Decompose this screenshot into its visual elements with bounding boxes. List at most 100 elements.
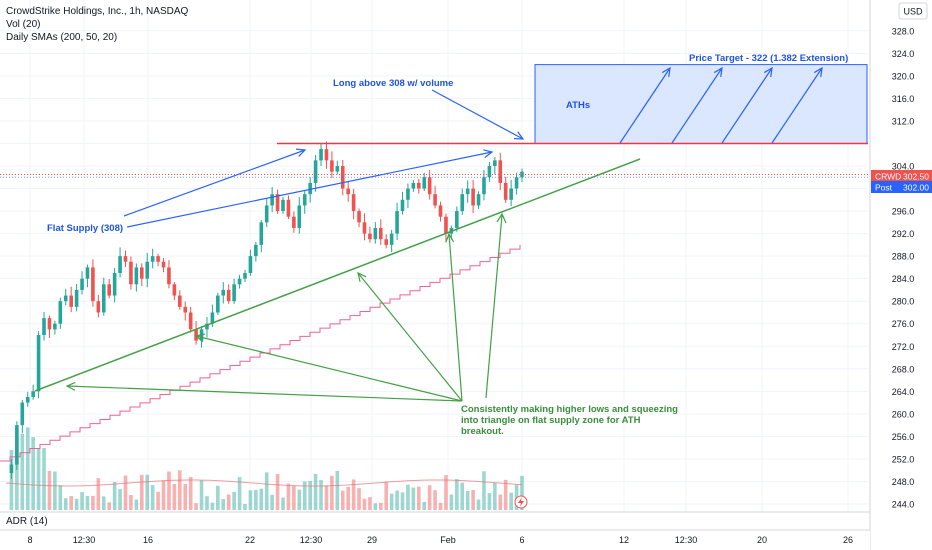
candle-body — [85, 267, 90, 279]
price-tick-label: 292.0 — [892, 229, 915, 239]
candle-body — [351, 194, 356, 212]
adr-indicator-label[interactable]: ADR (14) — [6, 516, 48, 527]
target-zone-box — [534, 64, 868, 144]
candle-body — [417, 182, 421, 189]
price-tick-label: 248.0 — [892, 477, 915, 487]
higher-low-arrow — [485, 214, 503, 399]
higher-low-arrow-head — [445, 232, 455, 243]
volume-bar — [417, 486, 421, 510]
candle-body — [36, 335, 41, 392]
time-tick-label: 8 — [27, 535, 32, 545]
lightning-icon-glyph — [518, 497, 524, 507]
target-arrow-head — [813, 66, 823, 77]
volume-bar — [308, 480, 312, 510]
candle-body — [194, 329, 198, 341]
higher-low-arrow — [448, 233, 463, 402]
time-tick-label: 29 — [367, 535, 377, 545]
volume-indicator-label[interactable]: Vol (20) — [6, 19, 41, 30]
volume-bar — [346, 486, 350, 510]
candle-body — [281, 199, 285, 212]
time-tick-label: 12:30 — [73, 535, 96, 545]
candle-body — [476, 194, 481, 206]
aths-label: ATHs — [566, 100, 590, 111]
volume-bar — [25, 427, 30, 510]
candle-body — [248, 256, 253, 274]
candle-body — [178, 295, 182, 307]
candle-body — [161, 261, 166, 268]
candle-body — [20, 402, 25, 426]
target-arrow — [671, 67, 723, 144]
target-arrow-head — [763, 66, 773, 77]
price-tick-label: 316.0 — [892, 94, 915, 104]
volume-bar — [292, 485, 296, 510]
volume-bar — [178, 470, 182, 510]
volume-bar — [330, 475, 334, 510]
last-price-badge-value: 302.50 — [903, 172, 929, 182]
price-tick-label: 304.0 — [892, 162, 915, 172]
volume-bar — [368, 497, 372, 510]
candle-body — [465, 188, 470, 195]
volume-bar — [389, 493, 394, 510]
candle-body — [433, 194, 437, 206]
target-arrow — [721, 67, 773, 144]
volume-bar — [313, 473, 318, 510]
volume-bar — [254, 489, 258, 510]
volume-bar — [465, 491, 470, 510]
volume-bar — [139, 474, 144, 510]
sma-indicator-label[interactable]: Daily SMAs (200, 50, 20) — [6, 32, 118, 43]
candle-body — [167, 267, 171, 285]
candle-body — [129, 261, 133, 285]
triangle-note-line: into triangle on flat supply zone for AT… — [461, 415, 641, 426]
candle-body — [118, 256, 122, 274]
price-tick-label: 288.0 — [892, 252, 915, 262]
candle-body — [31, 391, 35, 397]
volume-bar — [275, 474, 280, 510]
candle-body — [292, 216, 296, 228]
candle-body — [319, 149, 323, 161]
volume-bar — [487, 493, 492, 510]
drawings: Flat Supply (308) Long above 308 w/ volum… — [0, 53, 868, 509]
volume-bar — [80, 492, 84, 510]
long-note-arrow — [431, 89, 524, 140]
candle-body — [395, 211, 399, 234]
currency-box — [898, 2, 928, 20]
candle-body — [438, 205, 443, 217]
volume-bar — [123, 475, 128, 510]
target-arrow — [619, 67, 671, 144]
currency-label: USD — [903, 7, 923, 17]
candles — [9, 141, 524, 480]
candle-body — [150, 256, 155, 262]
volume-bar — [91, 495, 95, 510]
price-tick-label: 296.0 — [892, 207, 915, 217]
time-axis: 8 12:30 16 22 12:30 29 Feb 6 12 12:30 20 26 — [0, 511, 870, 550]
flat-supply-label: Flat Supply (308) — [47, 223, 123, 234]
time-tick-label: 22 — [245, 535, 255, 545]
volume-bar — [205, 496, 209, 510]
volume-bar — [482, 471, 486, 510]
volume-bar — [520, 475, 524, 510]
price-tick-label: 272.0 — [892, 342, 915, 352]
volume-bar — [449, 494, 454, 510]
volume-bar — [455, 479, 459, 510]
candle-body — [270, 194, 274, 206]
volume-bar — [199, 480, 204, 510]
volume-bar — [112, 482, 117, 510]
higher-low-arrow-head — [65, 381, 76, 391]
volume-bar — [509, 492, 513, 510]
candle-body — [275, 194, 280, 212]
volume-bar — [74, 498, 79, 510]
volume-bar — [232, 491, 236, 510]
volume-bar — [183, 484, 188, 510]
volume-bar — [15, 436, 19, 510]
candle-body — [362, 222, 367, 234]
volume-bar — [53, 471, 57, 510]
volume-bar — [351, 479, 356, 510]
volume-bar — [384, 481, 389, 510]
volume-bar — [357, 488, 361, 510]
price-tick-label: 328.0 — [892, 26, 915, 36]
volume-bar — [259, 488, 264, 510]
candle-body — [427, 177, 432, 195]
time-tick-label: 20 — [757, 535, 767, 545]
